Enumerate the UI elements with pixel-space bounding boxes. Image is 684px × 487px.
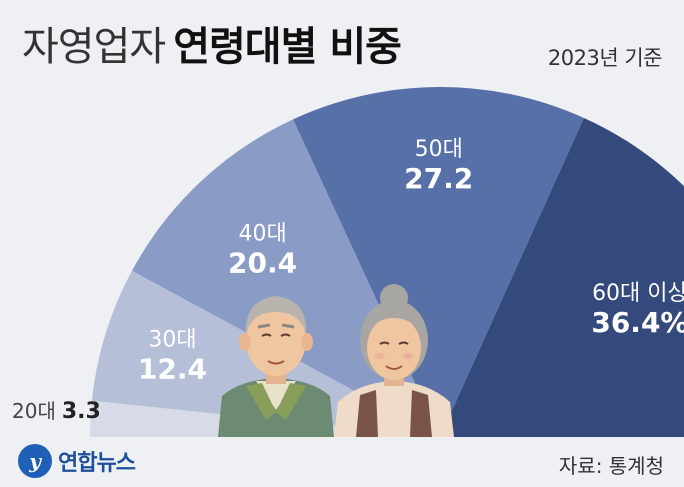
value-label-3: 20.4 [228,246,297,279]
value-label-5: 36.4% [591,306,684,339]
value-label-4: 27.2 [404,162,473,195]
category-label-4: 50대 [415,137,463,162]
slice-3 [131,119,440,437]
category-label-5: 60대 이상 [592,281,684,306]
category-label-2: 30대 [148,327,196,352]
category-label-3: 40대 [238,221,286,246]
slice-label-1: 20대 3.3 [12,399,101,424]
category-label-1: 20대 [12,399,56,423]
value-label-1: 3.3 [62,399,101,424]
source-note: 자료: 통계청 [558,454,664,478]
elderly-man-icon [218,296,334,437]
logo-text: 연합뉴스 [58,451,136,476]
logo-mark-icon: y [18,444,52,478]
slice-4 [293,87,584,437]
elderly-couple-illustration [218,284,454,437]
yonhap-logo: y 연합뉴스 [18,444,136,478]
chart-title: 자영업자 연령대별 비중 [22,14,402,72]
elderly-woman-icon [334,284,454,437]
title-light: 자영업자 [22,24,166,70]
slice-5 [440,117,684,437]
title-bold: 연령대별 비중 [173,24,402,70]
value-label-2: 12.4 [138,352,207,385]
chart-subtitle: 2023년 기준 [547,46,663,70]
